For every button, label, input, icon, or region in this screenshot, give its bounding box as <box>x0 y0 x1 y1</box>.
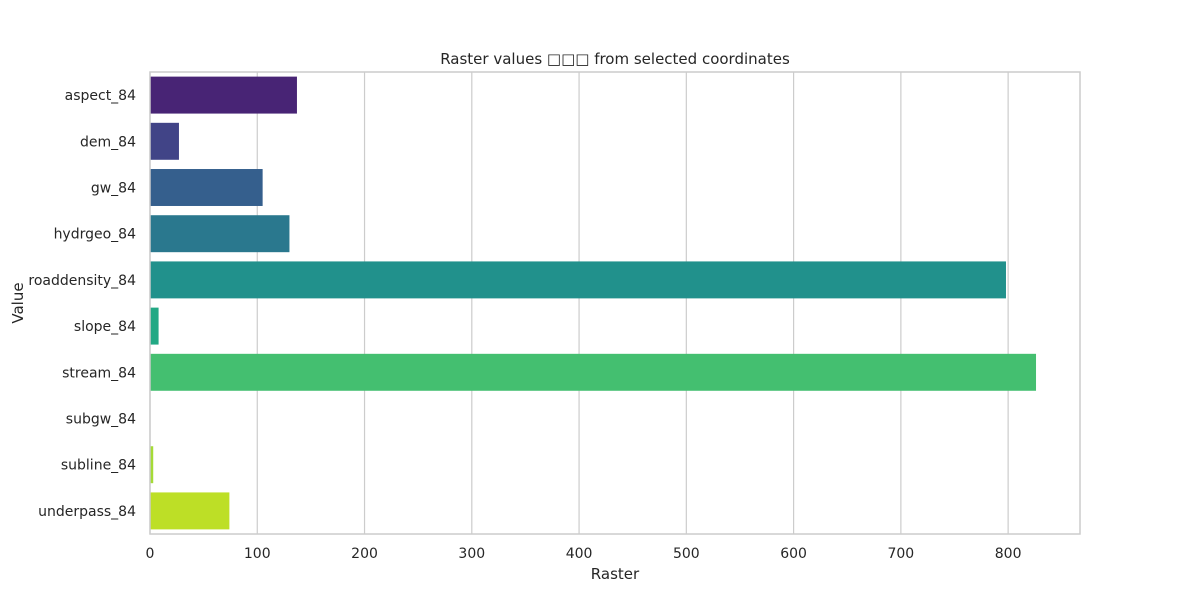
y-tick-label: subline_84 <box>61 458 136 474</box>
bar-roaddensity_84 <box>150 261 1006 299</box>
x-tick-label: 400 <box>566 546 593 562</box>
bar-gw_84 <box>150 169 263 206</box>
y-tick-label: dem_84 <box>80 134 136 150</box>
y-tick-label: stream_84 <box>62 365 136 381</box>
x-tick-label: 500 <box>673 546 700 562</box>
bar-subline_84 <box>150 446 154 484</box>
y-axis-title: Value <box>9 282 27 323</box>
bar-aspect_84 <box>150 76 297 114</box>
y-tick-label: underpass_84 <box>38 504 136 520</box>
x-axis-title: Raster <box>591 565 640 583</box>
bar-slope_84 <box>150 307 159 345</box>
x-tick-label: 800 <box>995 546 1022 562</box>
bar-dem_84 <box>150 122 179 160</box>
bar-stream_84 <box>150 353 1037 391</box>
x-tick-label: 300 <box>458 546 485 562</box>
plot-frame <box>149 71 1081 535</box>
y-tick-labels: aspect_84 dem_84 gw_84 hydrgeo_84 roaddensit… <box>28 88 136 520</box>
y-tick-label: gw_84 <box>91 181 136 197</box>
bars <box>150 76 1037 530</box>
x-tick-labels: 0 100 200 300 400 500 600 700 800 <box>146 546 1022 562</box>
x-tick-label: 600 <box>780 546 807 562</box>
x-tick-label: 0 <box>146 546 155 562</box>
y-tick-label: subgw_84 <box>66 412 136 428</box>
y-tick-label: roaddensity_84 <box>28 273 136 289</box>
x-tick-label: 700 <box>887 546 914 562</box>
bar-underpass_84 <box>150 492 230 530</box>
chart-title: Raster values □□□ from selected coordina… <box>440 50 790 68</box>
x-tick-label: 200 <box>351 546 378 562</box>
y-tick-label: hydrgeo_84 <box>54 227 137 243</box>
x-tick-label: 100 <box>244 546 271 562</box>
y-tick-label: aspect_84 <box>65 88 136 104</box>
grid-lines <box>149 72 1009 534</box>
y-tick-label: slope_84 <box>74 319 136 335</box>
bar-hydrgeo_84 <box>150 215 290 253</box>
